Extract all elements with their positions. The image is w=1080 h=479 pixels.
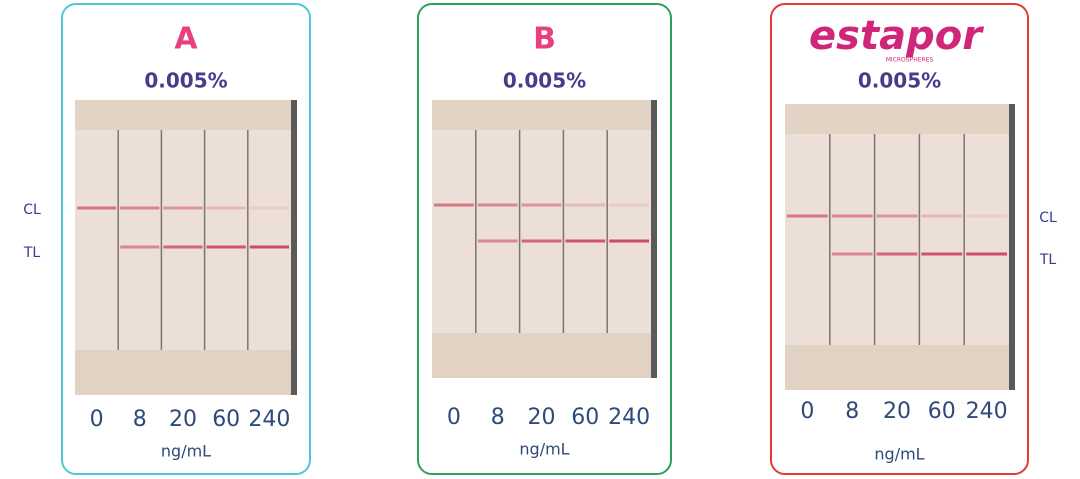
lane-label: 0 — [90, 407, 104, 432]
unit-label: ng/mL — [519, 440, 569, 459]
tl-label: TL — [23, 245, 41, 261]
test-line — [163, 245, 203, 249]
control-line — [434, 203, 474, 207]
concentration: 0.005% — [503, 69, 586, 93]
test-line — [609, 239, 649, 243]
sample-pad — [75, 100, 297, 130]
control-line — [120, 206, 160, 210]
lane-label: 0 — [447, 405, 461, 430]
control-line — [831, 214, 873, 218]
control-line — [521, 203, 562, 207]
control-line — [787, 214, 828, 218]
control-line — [163, 206, 203, 210]
control-line — [876, 214, 918, 218]
sample-pad — [785, 104, 1015, 134]
lane-label: 8 — [133, 407, 147, 432]
test-line — [206, 245, 246, 249]
test-line — [477, 239, 518, 243]
lane-label: 20 — [528, 405, 556, 430]
test-line — [521, 239, 562, 243]
cl-label: CL — [23, 202, 41, 218]
brand-subtitle: MICROSPHERES — [886, 57, 934, 64]
concentration: 0.005% — [858, 69, 941, 93]
unit-label: ng/mL — [874, 445, 924, 464]
concentration: 0.005% — [144, 69, 227, 93]
photo-edge — [291, 100, 297, 395]
lane-label: 8 — [845, 399, 859, 424]
panel-title: B — [533, 22, 556, 57]
test-line — [876, 252, 918, 256]
test-line — [249, 245, 289, 249]
cl-label: CL — [1039, 210, 1057, 226]
absorbent-pad — [75, 350, 297, 395]
photo-edge — [1009, 104, 1015, 390]
lane-label: 20 — [169, 407, 197, 432]
lane-label: 60 — [928, 399, 956, 424]
control-line — [77, 206, 117, 210]
control-line — [249, 206, 289, 210]
lane-label: 0 — [800, 399, 814, 424]
lane-label: 240 — [966, 399, 1008, 424]
lane-label: 60 — [571, 405, 599, 430]
control-line — [477, 203, 518, 207]
lane-label: 60 — [212, 407, 240, 432]
lane-label: 240 — [248, 407, 290, 432]
sample-pad — [432, 100, 657, 130]
control-line — [966, 214, 1007, 218]
test-line — [921, 252, 963, 256]
absorbent-pad — [785, 345, 1015, 390]
control-line — [206, 206, 246, 210]
test-line — [565, 239, 606, 243]
control-line — [565, 203, 606, 207]
test-line — [831, 252, 873, 256]
photo-edge — [651, 100, 657, 378]
control-line — [609, 203, 649, 207]
panel-title: A — [174, 22, 198, 57]
lane-label: 20 — [883, 399, 911, 424]
lane-label: 240 — [608, 405, 650, 430]
absorbent-pad — [432, 333, 657, 378]
lane-label: 8 — [491, 405, 505, 430]
unit-label: ng/mL — [161, 442, 211, 461]
brand-logo: estapor — [809, 13, 984, 59]
tl-label: TL — [1039, 252, 1057, 268]
strip-photo — [785, 104, 1015, 390]
test-line — [966, 252, 1007, 256]
control-line — [921, 214, 963, 218]
test-line — [120, 245, 160, 249]
strip-photo — [432, 100, 657, 378]
